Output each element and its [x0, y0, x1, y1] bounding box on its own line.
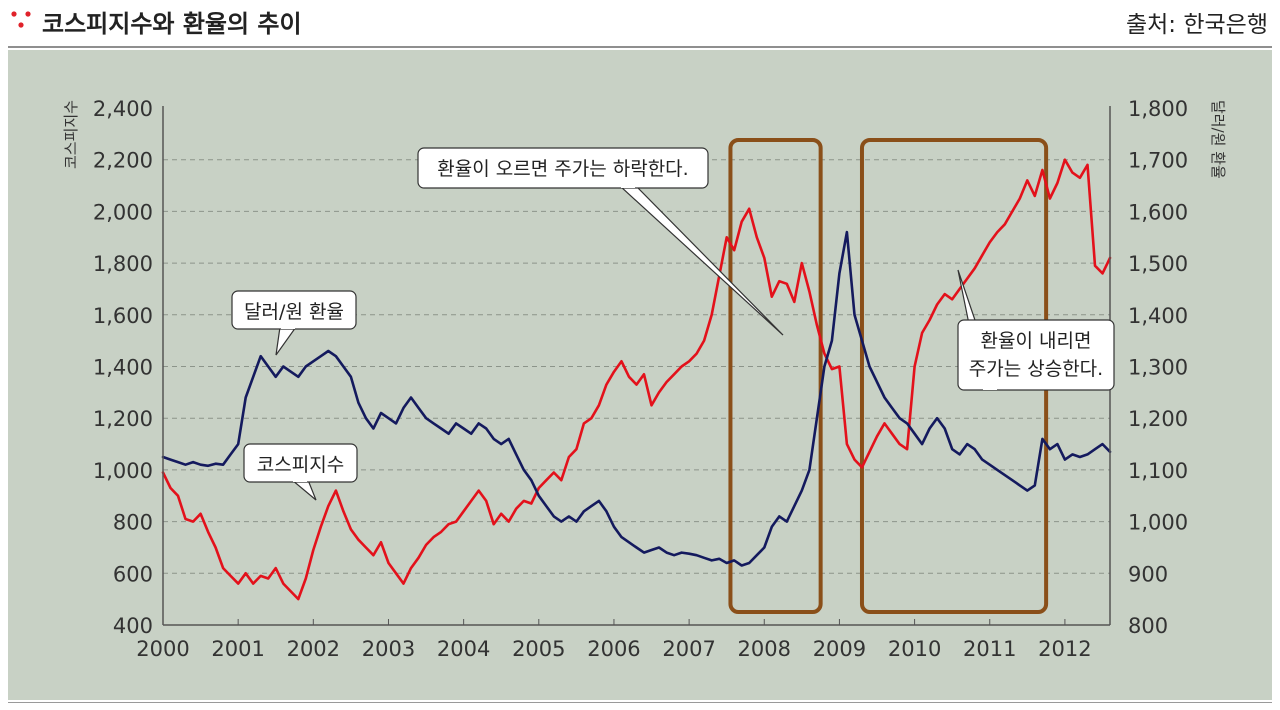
y-left-tick-label: 1,400	[93, 356, 153, 380]
callout-fall-box	[957, 319, 1115, 391]
series-lines	[161, 158, 1112, 601]
y-right-axis-title: 달러/원 환율	[1209, 100, 1227, 179]
bullet-dots-icon	[11, 11, 31, 28]
kospi-series-line	[161, 158, 1112, 601]
callout-kospi-pointer-mask	[293, 479, 307, 482]
callout-rise-box	[417, 147, 709, 189]
x-tick-label: 2005	[512, 637, 565, 661]
y-left-axis-title: 코스피지수	[62, 100, 80, 169]
callout-rise-pointer	[618, 185, 784, 336]
callout-fx-pointer	[275, 326, 298, 356]
y-right-tick-label: 1,800	[1128, 97, 1188, 121]
y-right-tick-label: 1,500	[1128, 252, 1188, 276]
x-tick-label: 2007	[662, 637, 715, 661]
y-right-tick-label: 1,700	[1128, 149, 1188, 173]
chart-header: 코스피지수와 환율의 추이 출처: 한국은행	[0, 0, 1280, 46]
axes: 400 800 600 900 800 1,000 1,000 1,100 1,200 1,200…	[62, 97, 1227, 661]
x-tick-label: 2010	[888, 637, 941, 661]
x-tick-label: 2003	[362, 637, 415, 661]
callout-fx-pointer-mask	[281, 326, 295, 329]
x-tick-label: 2009	[813, 637, 866, 661]
y-right-tick-label: 1,600	[1128, 200, 1188, 224]
y-right-tick-label: 1,100	[1128, 459, 1188, 483]
y-left-tick-label: 2,000	[93, 200, 153, 224]
callout-fx-text: 달러/원 환율	[244, 301, 344, 323]
callout-fall-pointer-mask	[983, 387, 997, 390]
y-left-tick-label: 1,200	[93, 407, 153, 431]
y-left-tick-label: 2,400	[93, 97, 153, 121]
callout-rise-text: 환율이 오르면 주가는 하락한다.	[437, 158, 688, 180]
callout-fall-text: 환율이 내리면	[981, 330, 1092, 352]
bottom-divider	[8, 702, 1272, 703]
callout-fall-text: 주가는 상승한다.	[969, 358, 1103, 380]
y-left-tick-label: 600	[113, 562, 153, 586]
x-tick-label: 2004	[437, 637, 490, 661]
x-tick-label: 2002	[287, 637, 340, 661]
callout-rise-pointer-mask	[621, 185, 635, 188]
x-tick-label: 2011	[963, 637, 1016, 661]
y-left-tick-label: 1,600	[93, 304, 153, 328]
y-left-tick-label: 2,200	[93, 149, 153, 173]
x-tick-label: 2001	[211, 637, 264, 661]
callout-kospi: 코스피지수	[243, 443, 358, 501]
y-left-tick-label: 1,800	[93, 252, 153, 276]
highlight-box-1	[728, 138, 823, 614]
fx-series-line	[161, 230, 1112, 567]
chart-title: 코스피지수와 환율의 추이	[42, 10, 302, 38]
y-left-tick-label: 800	[113, 511, 153, 535]
callout-rise: 환율이 오르면 주가는 하락한다.	[417, 147, 784, 336]
x-tick-label: 2000	[136, 637, 189, 661]
x-tick-label: 2008	[738, 637, 791, 661]
header-divider	[8, 46, 1272, 48]
x-tick-label: 2006	[587, 637, 640, 661]
y-right-tick-label: 1,300	[1128, 356, 1188, 380]
source-credit: 출처: 한국은행	[1125, 12, 1268, 38]
y-right-tick-label: 1,400	[1128, 304, 1188, 328]
y-left-tick-label: 1,000	[93, 459, 153, 483]
y-right-tick-label: 900	[1128, 562, 1168, 586]
x-tick-label: 2012	[1038, 637, 1091, 661]
y-right-tick-label: 800	[1128, 614, 1168, 638]
y-left-tick-label: 400	[113, 614, 153, 638]
callout-kospi-pointer	[290, 479, 317, 501]
y-right-tick-label: 1,200	[1128, 407, 1188, 431]
y-right-tick-label: 1,000	[1128, 511, 1188, 535]
callout-fx: 달러/원 환율	[231, 290, 357, 356]
callout-kospi-text: 코스피지수	[257, 454, 344, 476]
